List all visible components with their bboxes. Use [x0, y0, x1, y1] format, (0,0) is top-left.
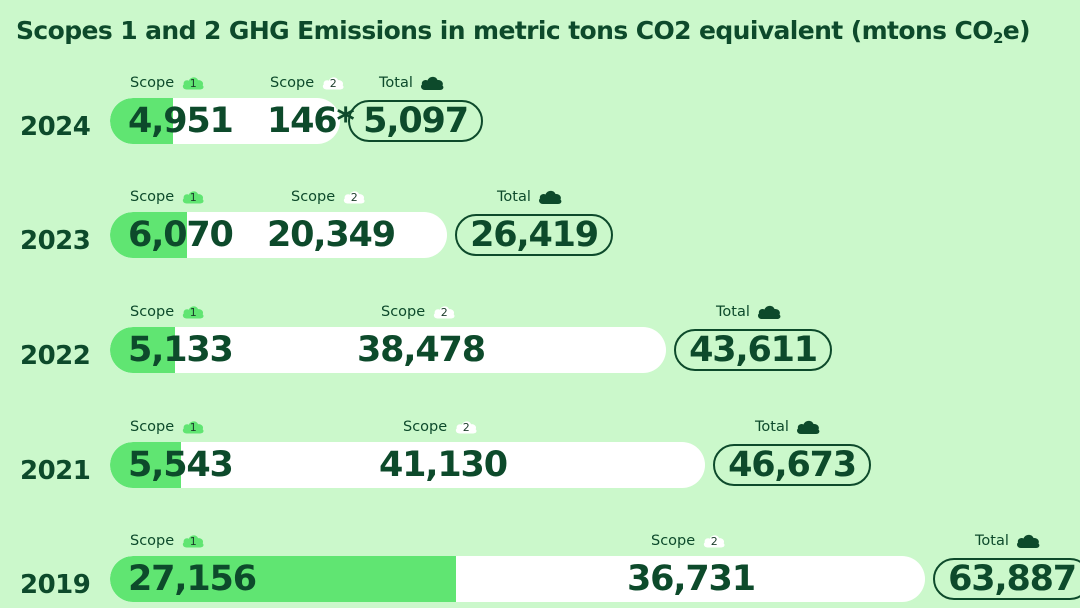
total-label-text: Total [975, 533, 1009, 549]
category-label: 2024 [20, 112, 91, 142]
total-value: 43,611 [674, 329, 832, 371]
chart-row: 2023 6,070 20,349 26,419 Scope 1 Scope 2 Total [0, 189, 1080, 289]
scope2-label-text: Scope [651, 533, 696, 549]
scope2-label: Scope 2 [291, 189, 366, 205]
total-value: 5,097 [348, 100, 483, 142]
scope1-bar [110, 212, 187, 258]
total-cloud-icon [419, 75, 445, 91]
scope2-value: 41,130 [379, 445, 508, 485]
stacked-bar [110, 442, 705, 488]
chart-title: Scopes 1 and 2 GHG Emissions in metric t… [16, 16, 1031, 47]
scope1-value: 27,156 [128, 559, 257, 599]
chart-row: 2021 5,543 41,130 46,673 Scope 1 Scope 2 Total [0, 419, 1080, 519]
total-label-text: Total [497, 189, 531, 205]
scope2-cloud-icon: 2 [454, 419, 478, 435]
scope2-label-text: Scope [291, 189, 336, 205]
scope1-bar [110, 327, 175, 373]
total-cloud-icon [537, 189, 563, 205]
scope1-label-text: Scope [130, 419, 175, 435]
total-cloud-icon [756, 304, 782, 320]
total-label: Total [379, 75, 445, 91]
scope2-value: 20,349 [267, 215, 396, 255]
scope1-value: 5,133 [128, 330, 234, 370]
scope1-label: Scope 1 [130, 304, 205, 320]
scope2-cloud-icon: 2 [342, 189, 366, 205]
total-label: Total [975, 533, 1041, 549]
chart-title-text: Scopes 1 and 2 GHG Emissions in metric t… [16, 16, 994, 45]
chart-row: 2019 27,156 36,731 63,887 Scope 1 Scope 2 Total [0, 533, 1080, 608]
category-label: 2021 [20, 456, 91, 486]
scope2-value: 38,478 [357, 330, 486, 370]
scope1-cloud-icon: 1 [181, 75, 205, 91]
scope1-bar [110, 98, 173, 144]
total-label: Total [755, 419, 821, 435]
total-label-text: Total [379, 75, 413, 91]
scope1-label-text: Scope [130, 75, 175, 91]
total-value: 26,419 [455, 214, 613, 256]
scope1-bar [110, 442, 181, 488]
chart-title-subscript: 2 [992, 29, 1003, 47]
scope1-value: 5,543 [128, 445, 234, 485]
chart-title-end: e) [1002, 16, 1031, 45]
scope2-label-text: Scope [381, 304, 426, 320]
scope1-cloud-icon: 1 [181, 304, 205, 320]
scope1-label: Scope 1 [130, 75, 205, 91]
scope1-value: 6,070 [128, 215, 234, 255]
stacked-bar [110, 327, 666, 373]
scope2-label-text: Scope [403, 419, 448, 435]
scope2-label: Scope 2 [270, 75, 345, 91]
scope2-cloud-icon: 2 [432, 304, 456, 320]
scope2-label-text: Scope [270, 75, 315, 91]
scope2-label: Scope 2 [381, 304, 456, 320]
stacked-bar [110, 556, 925, 602]
total-label-text: Total [755, 419, 789, 435]
stacked-bar [110, 212, 447, 258]
total-cloud-icon [795, 419, 821, 435]
total-value: 46,673 [713, 444, 871, 486]
category-label: 2019 [20, 570, 91, 600]
scope1-value: 4,951 [128, 101, 234, 141]
total-label: Total [716, 304, 782, 320]
category-label: 2023 [20, 226, 91, 256]
chart-row: 2022 5,133 38,478 43,611 Scope 1 Scope 2 Total [0, 304, 1080, 404]
scope1-label: Scope 1 [130, 189, 205, 205]
scope1-cloud-icon: 1 [181, 419, 205, 435]
stacked-bar [110, 98, 340, 144]
scope1-label-text: Scope [130, 189, 175, 205]
scope2-label: Scope 2 [651, 533, 726, 549]
chart-row: 2024 4,951 146* 5,097 Scope 1 Scope 2 Total [0, 75, 1080, 175]
scope1-bar [110, 556, 456, 602]
scope1-label: Scope 1 [130, 533, 205, 549]
scope2-cloud-icon: 2 [702, 533, 726, 549]
total-cloud-icon [1015, 533, 1041, 549]
scope1-label-text: Scope [130, 304, 175, 320]
scope2-label: Scope 2 [403, 419, 478, 435]
total-value: 63,887 [933, 558, 1080, 600]
scope2-cloud-icon: 2 [321, 75, 345, 91]
scope1-cloud-icon: 1 [181, 533, 205, 549]
total-label-text: Total [716, 304, 750, 320]
scope2-value: 36,731 [627, 559, 756, 599]
scope1-label-text: Scope [130, 533, 175, 549]
scope2-value: 146* [267, 101, 355, 141]
total-label: Total [497, 189, 563, 205]
scope1-label: Scope 1 [130, 419, 205, 435]
category-label: 2022 [20, 341, 91, 371]
scope1-cloud-icon: 1 [181, 189, 205, 205]
